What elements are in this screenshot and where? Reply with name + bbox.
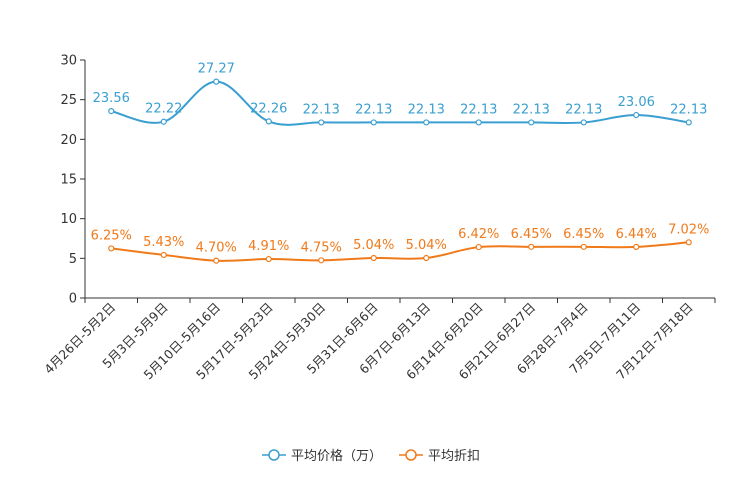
legend: 平均价格（万） 平均折扣	[262, 448, 480, 464]
data-label: 4.75%	[301, 240, 342, 255]
data-point	[633, 243, 640, 251]
y-tick-label: 10	[60, 212, 77, 227]
data-label: 22.13	[355, 102, 392, 117]
series-line	[111, 241, 689, 262]
data-label: 27.27	[198, 62, 235, 77]
legend-label: 平均折扣	[428, 449, 480, 464]
data-point	[423, 119, 430, 126]
y-tick-label: 30	[60, 54, 77, 69]
data-point	[370, 119, 377, 126]
data-point	[265, 118, 272, 125]
data-point	[213, 257, 220, 264]
data-label: 5.04%	[353, 238, 394, 253]
data-label: 22.13	[565, 102, 602, 117]
legend-item-avg-discount[interactable]: 平均折扣	[399, 449, 480, 464]
y-tick-label: 0	[69, 292, 77, 307]
data-point	[108, 245, 115, 252]
data-point	[528, 119, 535, 126]
legend-item-avg-price[interactable]: 平均价格（万）	[262, 448, 382, 464]
data-label: 22.22	[145, 102, 182, 117]
data-label: 6.42%	[458, 227, 499, 242]
data-point	[633, 111, 640, 119]
data-point	[475, 119, 482, 126]
data-label: 6.25%	[91, 228, 132, 243]
data-label: 5.43%	[143, 235, 184, 250]
data-label: 5.04%	[406, 238, 447, 253]
data-label: 22.13	[513, 102, 550, 117]
data-point	[423, 254, 430, 262]
data-label: 4.91%	[248, 239, 289, 254]
data-label: 23.06	[618, 95, 655, 110]
data-label: 6.45%	[563, 227, 604, 242]
data-label: 4.70%	[196, 241, 237, 256]
data-label: 7.02%	[668, 222, 709, 237]
legend-marker-icon	[268, 449, 280, 461]
data-point	[370, 254, 377, 262]
data-label: 6.45%	[511, 227, 552, 242]
data-point	[213, 78, 220, 85]
data-label: 23.56	[93, 91, 130, 106]
data-point	[528, 243, 535, 250]
data-point	[318, 119, 325, 126]
y-tick-label: 5	[69, 252, 77, 267]
data-label: 22.13	[303, 102, 340, 117]
data-label: 22.13	[670, 102, 707, 117]
data-point	[265, 255, 272, 263]
data-point	[160, 251, 167, 259]
data-label: 22.13	[460, 102, 497, 117]
data-label: 6.44%	[616, 227, 657, 242]
data-point	[580, 119, 587, 126]
legend-marker-icon	[405, 449, 417, 461]
data-point	[108, 107, 115, 115]
data-point	[685, 119, 692, 126]
data-label: 22.13	[408, 102, 445, 117]
series-avg-price: 23.56 22.22 27.27 22.26 22.13 22.13 22.13 22.13…	[93, 62, 707, 126]
series-layer: 23.56 22.22 27.27 22.26 22.13 22.13 22.13 22.13…	[91, 62, 709, 264]
series-avg-discount: 6.25% 5.43% 4.70% 4.91% 4.75% 5.04% 5.04% 6.42%…	[91, 222, 709, 264]
data-label: 22.26	[250, 101, 287, 116]
y-tick-label: 20	[60, 133, 77, 148]
data-point	[475, 243, 482, 251]
y-tick-label: 25	[60, 93, 77, 108]
legend-label: 平均价格（万）	[291, 448, 382, 464]
y-tick-label: 15	[60, 173, 77, 188]
data-point	[318, 257, 325, 264]
data-point	[580, 243, 587, 250]
data-point	[160, 118, 167, 125]
data-point	[685, 239, 692, 246]
